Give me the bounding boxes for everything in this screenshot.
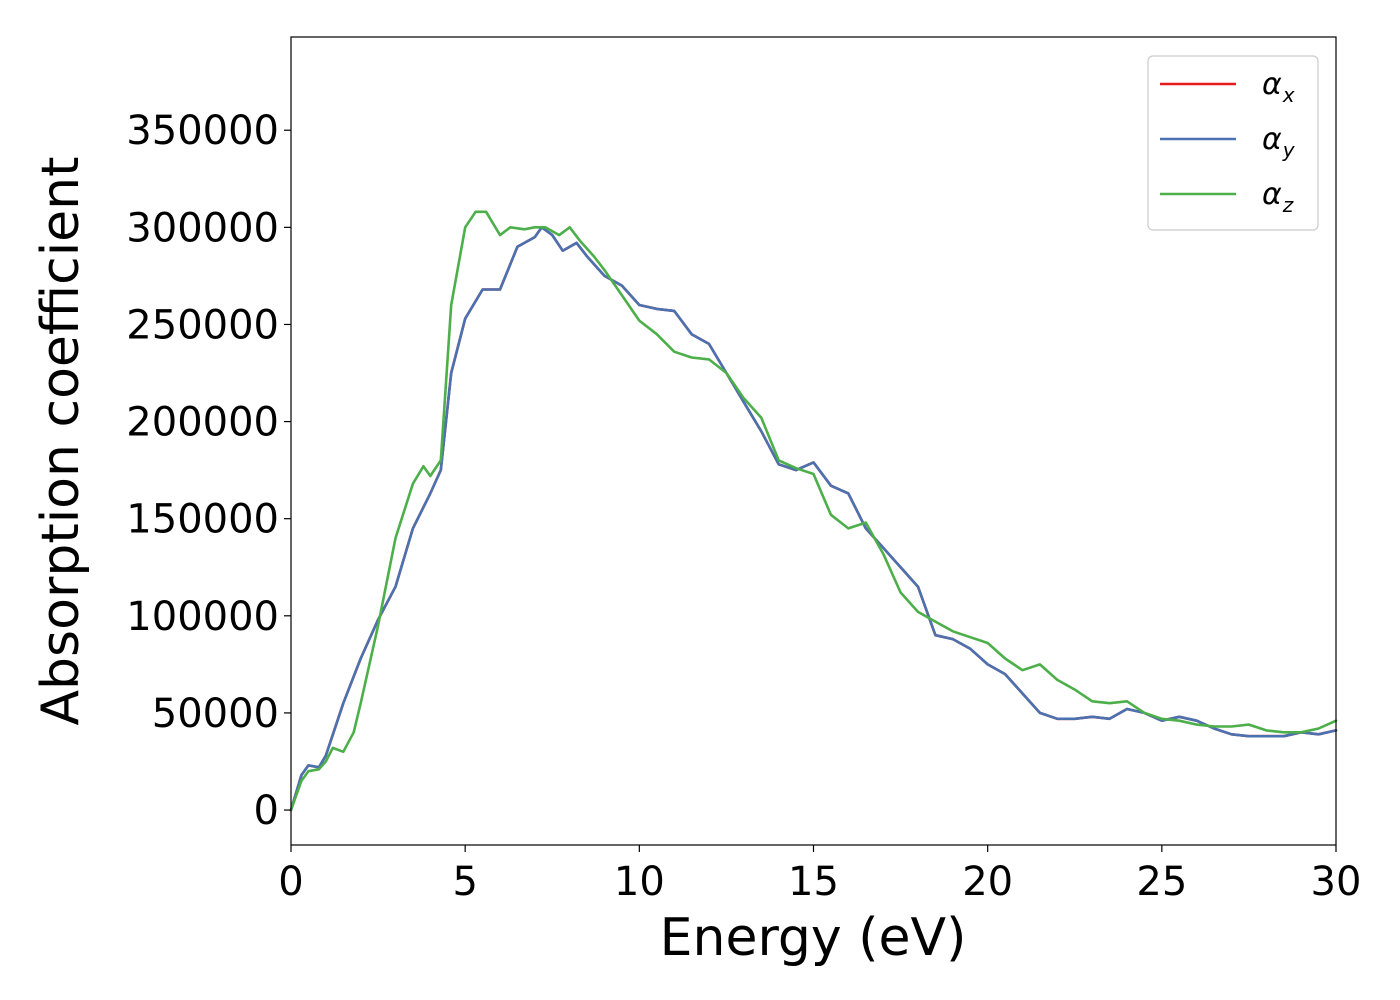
- x-tick-label: 5: [452, 859, 477, 905]
- x-tick-label: 10: [614, 859, 665, 905]
- y-tick-label: 350000: [126, 108, 279, 154]
- legend-box: [1147, 55, 1319, 231]
- y-tick-label: 200000: [126, 400, 279, 446]
- y-tick-label: 0: [254, 788, 279, 834]
- x-axis-label: Energy (eV): [660, 908, 967, 968]
- legend-subscript: z: [1282, 193, 1294, 217]
- x-axis-ticks: 0 5 10 15 20 25 30: [278, 845, 1361, 905]
- y-tick-label: 150000: [126, 497, 279, 543]
- series-line-z: [289, 210, 1338, 812]
- x-tick-label: 25: [1136, 859, 1187, 905]
- x-tick-label: 0: [278, 859, 303, 905]
- legend-subscript: x: [1282, 83, 1295, 107]
- plot-area: [289, 36, 1338, 846]
- y-tick-label: 50000: [152, 691, 279, 737]
- y-axis-ticks: 0 50000 100000 150000 200000 250000 300000 3500…: [126, 108, 291, 834]
- x-tick-label: 20: [962, 859, 1013, 905]
- legend-subscript: y: [1282, 138, 1296, 162]
- x-tick-label: 15: [788, 859, 839, 905]
- y-tick-label: 300000: [126, 205, 279, 251]
- y-tick-label: 250000: [126, 302, 279, 348]
- y-tick-label: 100000: [126, 594, 279, 640]
- y-axis-label: Absorption coefficient: [31, 156, 91, 725]
- x-tick-label: 30: [1311, 859, 1362, 905]
